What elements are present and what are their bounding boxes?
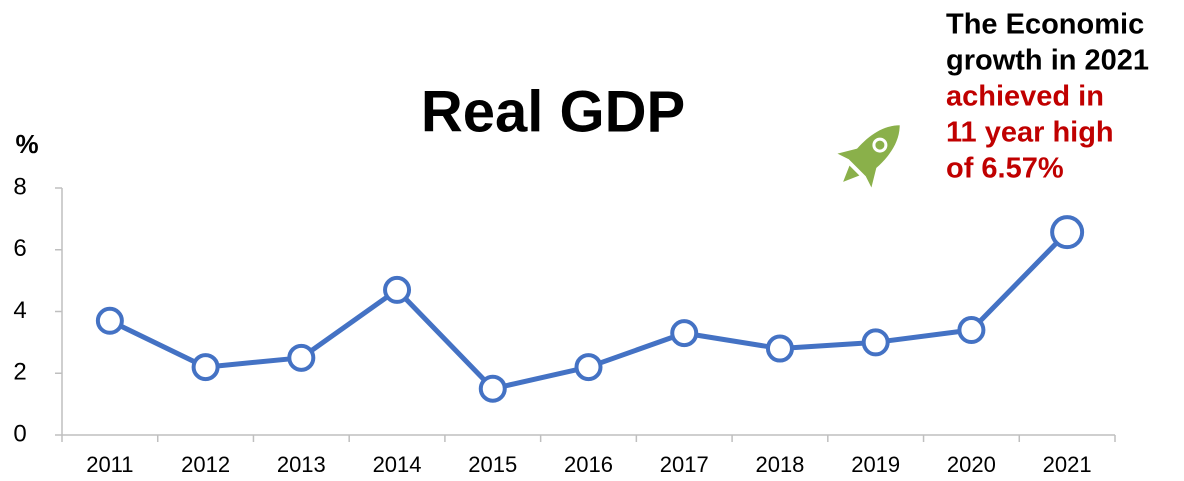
y-tick-label: 2 bbox=[13, 359, 26, 386]
data-point bbox=[95, 306, 124, 335]
x-tick-label: 2019 bbox=[851, 452, 900, 477]
data-point bbox=[765, 334, 794, 363]
y-tick-label: 8 bbox=[13, 173, 26, 200]
x-tick-label: 2013 bbox=[277, 452, 326, 477]
y-tick-label: 0 bbox=[13, 420, 26, 447]
x-tick-label: 2014 bbox=[373, 452, 422, 477]
y-axis-label: % bbox=[15, 129, 38, 159]
x-tick-label: 2016 bbox=[564, 452, 613, 477]
data-point bbox=[957, 316, 986, 345]
x-tick-label: 2015 bbox=[468, 452, 517, 477]
annotation-line: of 6.57% bbox=[946, 153, 1064, 185]
data-point bbox=[574, 353, 603, 382]
x-tick-label: 2011 bbox=[86, 452, 133, 477]
data-point bbox=[191, 353, 220, 382]
x-tick-label: 2021 bbox=[1043, 452, 1092, 477]
data-point bbox=[861, 328, 890, 357]
data-point bbox=[670, 319, 699, 348]
annotation-line: growth in 2021 bbox=[946, 45, 1149, 77]
data-point bbox=[383, 275, 412, 304]
rocket-icon bbox=[837, 125, 900, 188]
x-tick-label: 2012 bbox=[181, 452, 230, 477]
data-point bbox=[1050, 215, 1085, 250]
y-tick-label: 6 bbox=[13, 235, 26, 262]
annotation-line: achieved in bbox=[946, 81, 1104, 113]
annotation-line: 11 year high bbox=[946, 117, 1114, 149]
x-tick-label: 2017 bbox=[660, 452, 709, 477]
x-tick-label: 2020 bbox=[947, 452, 996, 477]
data-point bbox=[478, 374, 507, 403]
annotation-line: The Economic bbox=[946, 9, 1144, 41]
y-tick-label: 4 bbox=[13, 297, 26, 324]
data-point bbox=[287, 343, 316, 372]
chart-title: Real GDP bbox=[421, 79, 685, 144]
x-tick-label: 2018 bbox=[755, 452, 804, 477]
